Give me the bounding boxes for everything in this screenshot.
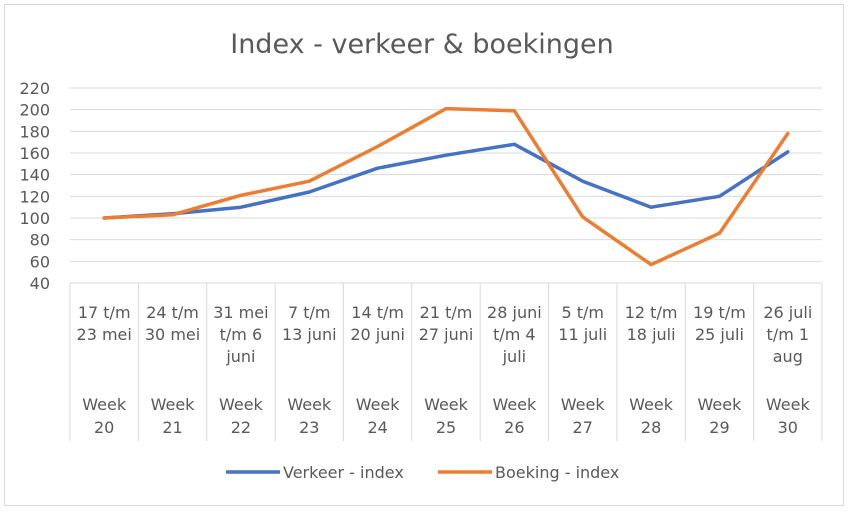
x-tick-label: 25 juli bbox=[695, 325, 744, 344]
series-line-1 bbox=[102, 142, 790, 220]
x-week-label: Week bbox=[82, 395, 127, 414]
y-tick-label: 220 bbox=[19, 79, 50, 98]
x-tick-label: 26 juli bbox=[763, 303, 812, 322]
x-week-label: 30 bbox=[778, 418, 798, 437]
x-axis: 17 t/m 23 mei Week 20 24 t/m 30 mei Week 21 31 m… bbox=[69, 283, 823, 441]
x-tick-label: juni bbox=[225, 347, 255, 366]
x-tick-label: 30 mei bbox=[145, 325, 200, 344]
x-week-label: 25 bbox=[436, 418, 456, 437]
x-tick-label: t/m 1 bbox=[767, 325, 810, 344]
x-week-label: 22 bbox=[231, 418, 251, 437]
gridlines bbox=[70, 87, 822, 284]
x-week-label: Week bbox=[424, 395, 469, 414]
x-tick-label: 14 t/m bbox=[351, 303, 404, 322]
x-tick-label: t/m 6 bbox=[220, 325, 263, 344]
x-week-label: 27 bbox=[573, 418, 593, 437]
y-tick-label: 100 bbox=[19, 209, 50, 228]
x-tick-label: 21 t/m bbox=[420, 303, 473, 322]
y-axis: 40 60 80 100 120 140 160 180 200 220 bbox=[19, 79, 50, 293]
x-tick-label: 7 t/m bbox=[288, 303, 331, 322]
y-tick-label: 140 bbox=[19, 166, 50, 185]
x-tick-label: 19 t/m bbox=[693, 303, 746, 322]
x-week-label: Week bbox=[492, 395, 537, 414]
x-tick-label: 28 juni bbox=[487, 303, 542, 322]
legend: Verkeer - index Boeking - index bbox=[226, 463, 619, 482]
x-week-label: Week bbox=[219, 395, 264, 414]
x-week-label: Week bbox=[698, 395, 743, 414]
x-tick-label: 20 juni bbox=[350, 325, 405, 344]
y-tick-label: 40 bbox=[30, 274, 50, 293]
series-lines bbox=[102, 106, 790, 267]
series-line-2 bbox=[102, 106, 790, 267]
x-week-label: Week bbox=[287, 395, 332, 414]
y-tick-label: 200 bbox=[19, 101, 50, 120]
y-tick-label: 160 bbox=[19, 144, 50, 163]
x-tick-label: 12 t/m bbox=[625, 303, 678, 322]
x-week-label: 20 bbox=[94, 418, 114, 437]
x-tick-label: 5 t/m bbox=[561, 303, 604, 322]
x-week-label: 24 bbox=[367, 418, 387, 437]
x-tick-label: 18 juli bbox=[627, 325, 676, 344]
x-tick-label: 23 mei bbox=[77, 325, 132, 344]
x-week-label: Week bbox=[356, 395, 401, 414]
x-tick-label: juli bbox=[502, 347, 526, 366]
x-tick-label: 31 mei bbox=[213, 303, 268, 322]
y-tick-label: 120 bbox=[19, 187, 50, 206]
legend-label: Boeking - index bbox=[495, 463, 619, 482]
x-tick-label: 24 t/m bbox=[146, 303, 199, 322]
x-tick-label: 17 t/m bbox=[78, 303, 131, 322]
y-tick-label: 180 bbox=[19, 122, 50, 141]
legend-label: Verkeer - index bbox=[283, 463, 404, 482]
x-week-label: 29 bbox=[709, 418, 729, 437]
x-tick-label: aug bbox=[773, 347, 803, 366]
x-week-label: 23 bbox=[299, 418, 319, 437]
x-tick-label: 13 juni bbox=[282, 325, 337, 344]
x-tick-label: 27 juni bbox=[419, 325, 474, 344]
x-week-label: Week bbox=[629, 395, 674, 414]
x-week-label: Week bbox=[561, 395, 606, 414]
chart-title: Index - verkeer & boekingen bbox=[230, 29, 614, 60]
x-tick-label: t/m 4 bbox=[493, 325, 536, 344]
x-tick-label: 11 juli bbox=[558, 325, 607, 344]
y-tick-label: 60 bbox=[30, 252, 50, 271]
x-week-label: Week bbox=[766, 395, 811, 414]
x-week-label: 21 bbox=[162, 418, 182, 437]
x-week-label: Week bbox=[151, 395, 196, 414]
y-tick-label: 80 bbox=[30, 231, 50, 250]
x-week-label: 26 bbox=[504, 418, 524, 437]
x-week-label: 28 bbox=[641, 418, 661, 437]
